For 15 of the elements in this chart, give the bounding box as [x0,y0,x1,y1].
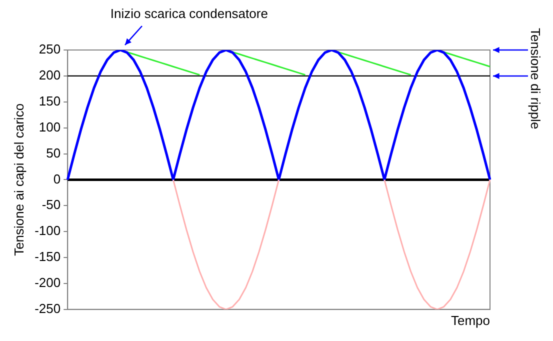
text: Inizio scarica condensatore [110,6,268,21]
y-tick-label: -50 [42,197,61,212]
y-tick-label: 250 [38,42,61,57]
y-tick-label: 100 [38,119,61,134]
y-axis-title: Tensione ai capi del carico [11,103,26,256]
y-tick-label: -100 [34,223,61,238]
y-tick-label: 150 [38,93,61,108]
y-tick-label: 200 [38,68,61,83]
y-tick-label: -150 [34,249,61,264]
x-axis-title: Tempo [450,312,490,328]
y-tick-label: -250 [34,300,61,316]
y-tick-label: 0 [53,171,61,186]
text: Tensione di ripple [528,28,543,130]
y-tick-label: 50 [46,145,61,160]
y-tick-label: -200 [34,275,61,290]
